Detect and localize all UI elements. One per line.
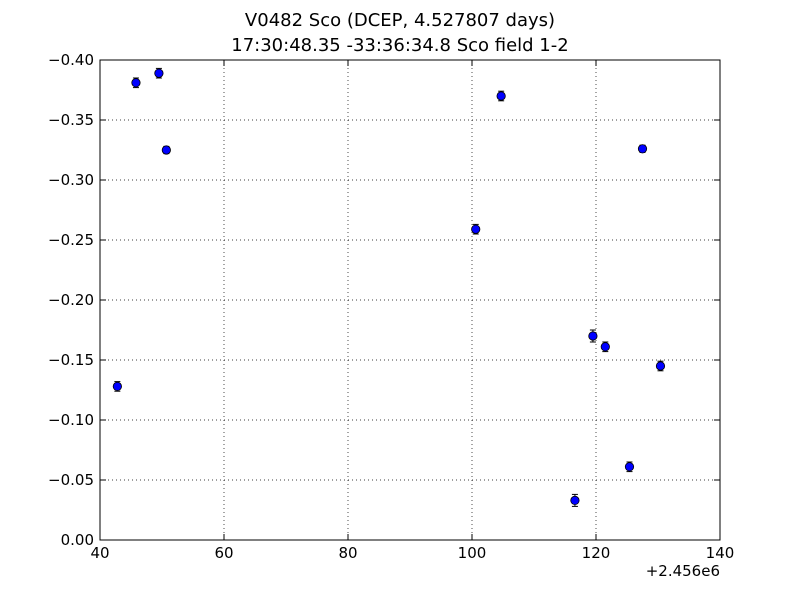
y-tick-label: 0.00 [61, 531, 94, 549]
grid-lines [100, 60, 720, 540]
point-marker [131, 78, 141, 88]
point-marker [496, 91, 506, 101]
x-tick-label: 140 [706, 544, 735, 562]
x-tick-label: 120 [582, 544, 611, 562]
y-tick-label: −0.20 [48, 291, 94, 309]
point-marker [624, 462, 635, 472]
chart-title: V0482 Sco (DCEP, 4.527807 days) [244, 10, 556, 31]
data-point [112, 381, 122, 392]
y-tick-label: −0.10 [48, 411, 94, 429]
y-tick-label: −0.05 [48, 471, 94, 489]
point-marker [600, 342, 610, 352]
y-tick-label: −0.40 [48, 51, 94, 69]
x-tick-label: 80 [338, 544, 357, 562]
point-marker [570, 495, 580, 505]
point-marker [161, 145, 171, 155]
data-points [112, 67, 666, 507]
y-tick-labels: −0.40 −0.35 −0.30 −0.25 −0.20 −0.15 −0.10 −0.05… [48, 51, 94, 549]
x-tick-labels: 40 60 80 100 120 140 [90, 544, 734, 562]
data-point [600, 341, 610, 353]
y-tick-label: −0.15 [48, 351, 94, 369]
point-marker [588, 331, 598, 341]
data-point [496, 90, 506, 102]
point-marker [471, 224, 481, 234]
data-point [637, 144, 648, 154]
point-marker [154, 68, 164, 78]
data-point [471, 223, 481, 235]
x-tick-label: 60 [214, 544, 233, 562]
data-point [655, 360, 666, 372]
data-point [161, 145, 171, 155]
y-tick-label: −0.25 [48, 231, 94, 249]
y-tick-label: −0.35 [48, 111, 94, 129]
y-tick-label: −0.30 [48, 171, 94, 189]
point-marker [655, 361, 666, 371]
x-tick-label: 100 [458, 544, 487, 562]
data-point [154, 67, 164, 79]
data-point [131, 77, 141, 89]
data-point [624, 461, 635, 473]
data-point [588, 329, 598, 343]
plot-frame [99, 59, 721, 541]
chart-subtitle: 17:30:48.35 -33:36:34.8 Sco field 1-2 [231, 35, 569, 56]
x-offset-label: +2.456e6 [646, 562, 720, 580]
point-marker [637, 144, 648, 154]
data-point [570, 493, 580, 507]
x-tick-label: 40 [90, 544, 109, 562]
point-marker [112, 381, 122, 391]
